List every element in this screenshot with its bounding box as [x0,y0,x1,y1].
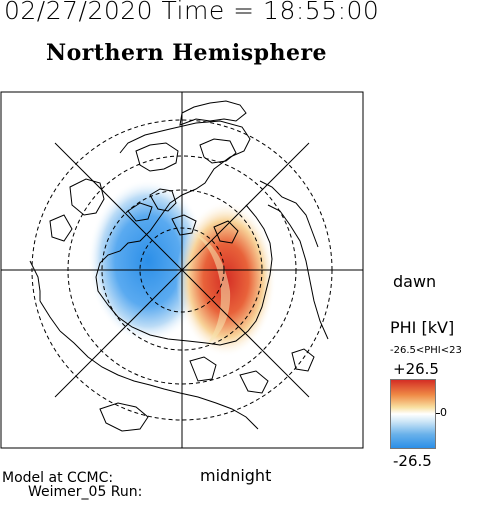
colorbar-range: -26.5<PHI<23 [390,345,462,356]
meridian-lines [1,92,363,448]
colorbar-title: PHI [kV] [390,318,455,337]
dawn-label: dawn [393,272,437,291]
model-label: Model at CCMC: [2,470,114,486]
polar-map [0,91,364,449]
midnight-label: midnight [200,466,272,485]
timestamp: 02/27/2020 Time = 18:55:00 [4,0,380,25]
colorbar-max-label: +26.5 [393,360,439,378]
colorbar-zero-label: 0 [440,406,447,419]
page-title: Northern Hemisphere [46,40,328,66]
colorbar [390,379,436,449]
colorbar-min-label: -26.5 [393,452,432,470]
run-label: Weimer_05 Run: [28,484,143,500]
colorbar-zero-tick [436,413,440,414]
coastlines [29,100,329,432]
potential-pattern [88,179,276,357]
